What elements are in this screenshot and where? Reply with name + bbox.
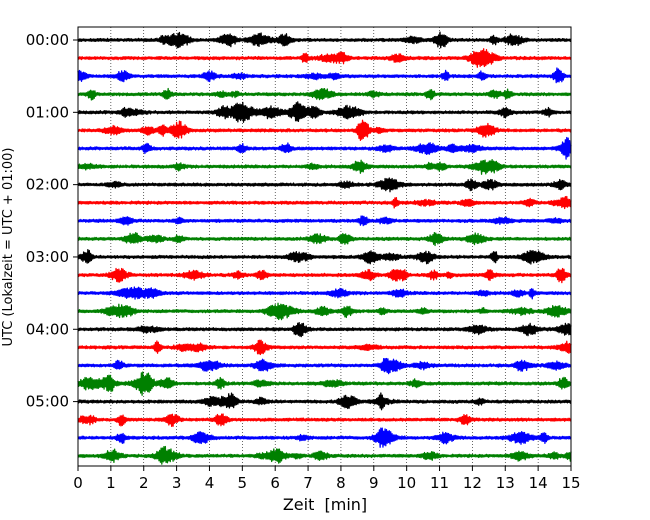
x-tick-label: 7 [303,474,313,492]
seismic-traces [77,31,572,465]
x-tick-label: 14 [529,474,548,492]
seismic-trace [77,413,572,427]
seismic-trace [77,158,572,175]
seismic-trace [77,215,572,227]
x-tick-label: 9 [369,474,379,492]
x-tick-label: 11 [430,474,449,492]
x-tick-label: 2 [139,474,149,492]
x-tick-label: 4 [205,474,215,492]
y-tick-label: 02:00 [26,176,69,194]
x-tick-label: 1 [106,474,116,492]
seismic-trace [77,249,572,265]
y-axis-label: UTC (Lokalzeit = UTC + 01:00) [1,148,16,347]
seismic-trace [77,427,572,448]
seismic-trace [77,232,572,247]
seismic-trace [77,357,572,375]
x-tick-label: 12 [463,474,482,492]
y-tick-label: 03:00 [26,248,69,266]
x-tick-label: 3 [172,474,182,492]
y-tick-label: 01:00 [26,103,69,121]
seismic-trace [77,87,572,101]
seismic-trace [77,31,572,49]
seismic-trace [77,101,572,123]
x-axis-label: Zeit [min] [283,495,367,514]
x-tick-label: 6 [270,474,280,492]
seismic-trace [77,136,572,160]
seismic-trace [77,392,572,411]
x-tick-label: 0 [73,474,83,492]
x-tick-label: 13 [496,474,515,492]
seismic-trace [77,302,572,321]
seismic-trace [77,48,572,68]
y-axis-ticks: 00:00 01:00 02:00 03:00 04:00 05:00 [26,31,78,411]
seismic-trace [77,445,572,465]
seismic-trace [77,267,572,284]
seismic-trace [77,67,572,84]
y-tick-label: 05:00 [26,393,69,411]
x-tick-label: 10 [397,474,416,492]
seismic-trace [77,339,572,356]
x-tick-label: 15 [561,474,580,492]
y-tick-label: 00:00 [26,31,69,49]
plot-frame [77,26,572,467]
seismic-trace [77,177,572,193]
x-tick-label: 8 [336,474,346,492]
x-axis-ticks: 0 1 2 3 4 5 6 7 8 9 10 11 12 13 14 15 [73,466,581,492]
y-tick-label: 04:00 [26,320,69,338]
x-tick-label: 5 [238,474,248,492]
grid-lines [110,27,539,466]
seismic-trace [77,286,572,300]
seismic-trace [77,371,572,396]
seismic-trace [77,321,572,338]
seismic-trace [77,119,572,141]
seismic-trace [77,195,572,210]
